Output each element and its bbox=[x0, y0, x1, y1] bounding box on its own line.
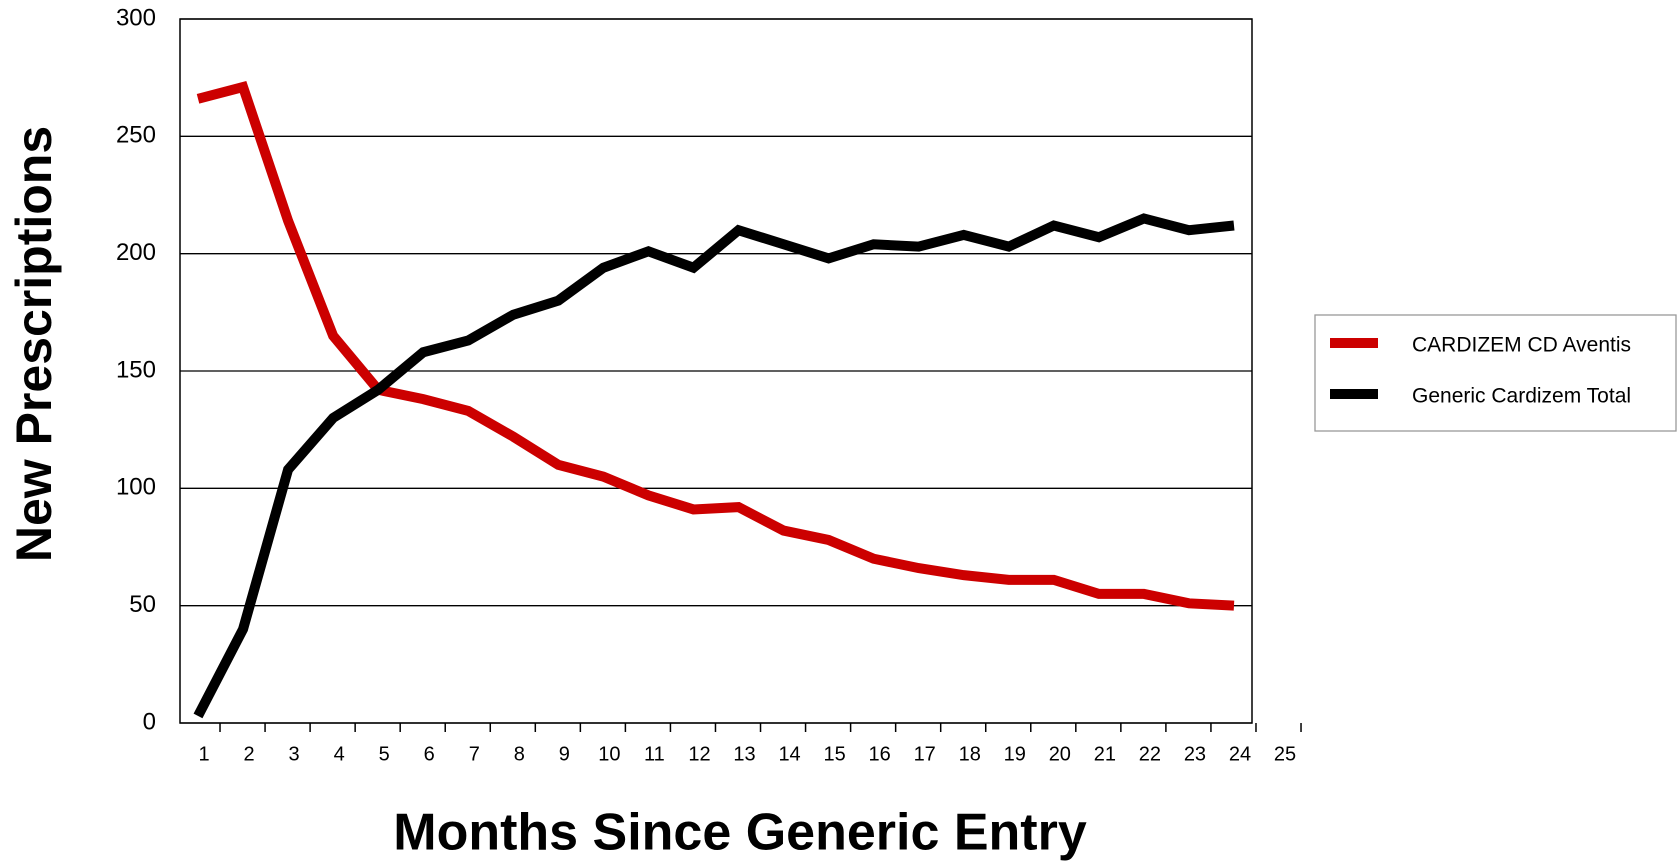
x-tick-label: 1 bbox=[198, 743, 209, 765]
y-tick-label: 150 bbox=[116, 356, 156, 383]
x-tick-label: 7 bbox=[469, 743, 480, 765]
x-tick-label: 3 bbox=[289, 743, 300, 765]
y-tick-label: 200 bbox=[116, 239, 156, 266]
x-tick-label: 22 bbox=[1139, 743, 1161, 765]
y-tick-label: 0 bbox=[143, 708, 156, 735]
y-tick-label: 300 bbox=[116, 4, 156, 31]
x-tick-label: 17 bbox=[914, 743, 936, 765]
x-tick-label: 16 bbox=[869, 743, 891, 765]
x-tick-label: 13 bbox=[733, 743, 755, 765]
x-tick-label: 20 bbox=[1049, 743, 1071, 765]
legend-box bbox=[1314, 314, 1677, 432]
x-tick-label: 5 bbox=[379, 743, 390, 765]
x-tick-label: 9 bbox=[559, 743, 570, 765]
x-tick-label: 24 bbox=[1229, 743, 1251, 765]
x-axis-label: Months Since Generic Entry bbox=[393, 804, 1087, 862]
x-tick-label: 4 bbox=[334, 743, 345, 765]
y-tick-label: 250 bbox=[116, 122, 156, 149]
x-tick-label: 2 bbox=[243, 743, 254, 765]
series-line bbox=[193, 213, 1235, 719]
y-tick-label: 50 bbox=[129, 591, 156, 618]
x-tick-label: 21 bbox=[1094, 743, 1116, 765]
x-tick-label: 11 bbox=[644, 743, 665, 765]
x-tick-label: 12 bbox=[688, 743, 710, 765]
legend-label: Generic Cardizem Total bbox=[1412, 385, 1631, 408]
x-tick-label: 10 bbox=[598, 743, 620, 765]
x-tick-label: 18 bbox=[959, 743, 981, 765]
series-line bbox=[196, 81, 1235, 611]
x-tick-label: 19 bbox=[1004, 743, 1026, 765]
y-axis-label: New Prescriptions bbox=[6, 126, 62, 562]
x-tick-label: 25 bbox=[1274, 743, 1296, 765]
x-tick-label: 14 bbox=[778, 743, 800, 765]
y-tick-label: 100 bbox=[116, 474, 156, 501]
legend-label: CARDIZEM CD Aventis bbox=[1412, 334, 1631, 357]
x-tick-label: 6 bbox=[424, 743, 435, 765]
x-tick-label: 23 bbox=[1184, 743, 1206, 765]
x-tick-label: 15 bbox=[823, 743, 845, 765]
x-tick-label: 8 bbox=[514, 743, 525, 765]
